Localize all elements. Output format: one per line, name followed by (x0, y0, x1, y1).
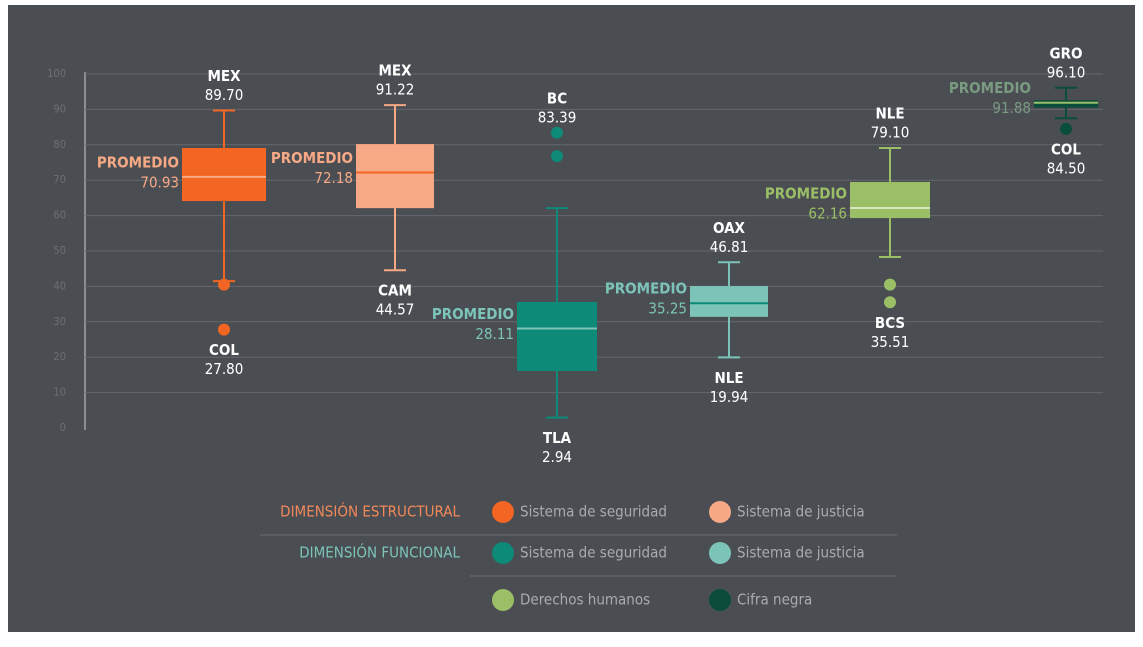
mean-value: 91.88 (992, 99, 1031, 117)
y-tick-label: 90 (53, 102, 66, 115)
y-tick-label: 100 (47, 67, 66, 80)
min-name: COL (209, 341, 239, 359)
legend-label: Sistema de justicia (737, 544, 865, 562)
mean-title: PROMEDIO (97, 153, 179, 171)
y-tick-label: 70 (53, 173, 66, 186)
mean-value: 28.11 (475, 325, 514, 343)
max-name: NLE (875, 104, 904, 122)
max-name: OAX (713, 219, 746, 237)
y-tick-label: 0 (60, 421, 66, 434)
mean-value: 62.16 (808, 204, 847, 222)
y-tick-label: 40 (53, 279, 66, 292)
outlier (551, 150, 563, 163)
min-value: 44.57 (376, 301, 415, 319)
legend-label: Sistema de seguridad (520, 544, 667, 562)
outlier (218, 278, 230, 291)
legend-swatch (492, 589, 514, 611)
mean-value: 35.25 (648, 300, 687, 318)
max-value: 46.81 (710, 238, 749, 256)
legend-swatch (492, 542, 514, 564)
box (850, 181, 930, 219)
outlier (551, 126, 563, 139)
min-name: TLA (543, 429, 572, 447)
y-tick-label: 60 (53, 209, 66, 222)
max-value: 83.39 (538, 108, 577, 126)
min-value: 19.94 (710, 388, 749, 406)
mean-title: PROMEDIO (765, 184, 847, 202)
max-value: 89.70 (205, 86, 244, 104)
min-value: 84.50 (1047, 159, 1086, 177)
mean-title: PROMEDIO (271, 149, 353, 167)
max-value: 96.10 (1047, 63, 1086, 81)
min-value: 27.80 (205, 360, 244, 378)
box (356, 144, 434, 209)
min-name: NLE (714, 369, 743, 387)
legend-group: DIMENSIÓN ESTRUCTURAL (280, 502, 460, 521)
outlier (218, 323, 230, 336)
max-value: 91.22 (376, 81, 415, 99)
y-tick-label: 20 (53, 350, 66, 363)
outlier (1060, 122, 1072, 135)
min-name: COL (1051, 140, 1081, 158)
box (1034, 100, 1098, 108)
max-name: MEX (207, 67, 241, 85)
legend-label: Cifra negra (737, 591, 812, 609)
legend-label: Sistema de justicia (737, 503, 865, 521)
legend-label: Derechos humanos (520, 591, 650, 609)
box (690, 286, 768, 317)
mean-title: PROMEDIO (949, 79, 1031, 97)
y-tick-label: 50 (53, 244, 66, 257)
y-tick-label: 80 (53, 138, 66, 151)
min-name: CAM (378, 282, 412, 300)
mean-value: 70.93 (140, 173, 179, 191)
box (517, 301, 597, 372)
min-value: 35.51 (871, 333, 910, 351)
max-name: GRO (1050, 44, 1083, 62)
y-tick-label: 10 (53, 386, 66, 399)
box (182, 147, 266, 202)
legend-swatch (709, 501, 731, 523)
legend-group: DIMENSIÓN FUNCIONAL (299, 543, 460, 562)
max-value: 79.10 (871, 123, 910, 141)
mean-title: PROMEDIO (605, 280, 687, 298)
min-value: 2.94 (542, 448, 572, 466)
legend-swatch (709, 542, 731, 564)
min-name: BCS (875, 314, 905, 332)
outlier (884, 278, 896, 291)
mean-title: PROMEDIO (432, 305, 514, 323)
max-name: BC (547, 89, 567, 107)
y-tick-label: 30 (53, 315, 66, 328)
legend-swatch (709, 589, 731, 611)
mean-value: 72.18 (314, 169, 353, 187)
legend-swatch (492, 501, 514, 523)
outlier (884, 296, 896, 309)
max-name: MEX (378, 62, 412, 80)
legend-label: Sistema de seguridad (520, 503, 667, 521)
